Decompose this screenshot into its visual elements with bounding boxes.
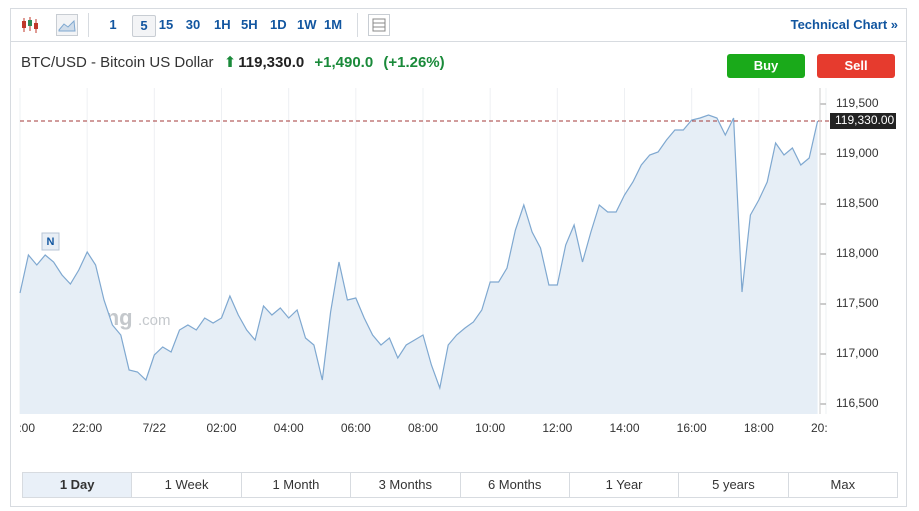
x-tick-label: 16:00 <box>677 421 707 435</box>
y-tick-label: 118,500 <box>836 196 879 210</box>
interval-button[interactable]: 1M <box>324 17 343 32</box>
reference-label-bg <box>830 113 896 129</box>
table-icon[interactable] <box>368 14 390 36</box>
interval-button[interactable]: 1D <box>270 17 287 32</box>
y-tick-label: 117,500 <box>836 296 879 310</box>
x-tick-label: 12:00 <box>542 421 572 435</box>
change: +1,490.0 <box>314 54 374 71</box>
sell-button[interactable]: Sell <box>817 54 895 78</box>
x-tick-label: 10:00 <box>475 421 505 435</box>
range-tab[interactable]: Max <box>787 473 897 497</box>
range-tab[interactable]: 6 Months <box>459 473 569 497</box>
range-tab[interactable]: 1 Week <box>131 473 240 497</box>
y-axis: 116,500 117,000 117,500 118,000 118,500 119,0… <box>819 88 879 414</box>
quote-header: BTC/USD - Bitcoin US Dollar ⬆ 119,330.0 +… <box>21 53 451 71</box>
interval-button[interactable]: 1W <box>297 17 317 32</box>
interval-button[interactable]: 1H <box>214 17 231 32</box>
range-tabs: 1 Day 1 Week 1 Month 3 Months 6 Months 1 Year… <box>22 472 898 498</box>
price: 119,330.0 <box>238 54 305 71</box>
price-line <box>19 114 819 391</box>
y-tick-label: 119,500 <box>836 96 879 110</box>
widget: 1 5 15 30 1H 5H 1D 1W 1M Technical Chart » BTC/U… <box>10 8 907 507</box>
interval-button[interactable]: 30 <box>185 17 201 32</box>
separator <box>88 13 89 37</box>
x-tick-label: 06:00 <box>341 421 371 435</box>
buy-button[interactable]: Buy <box>727 54 805 78</box>
x-axis: 20:00 22:00 7/22 02:00 04:00 06:00 08:00 10:00 1… <box>5 421 841 435</box>
interval-button[interactable]: 5 <box>132 15 156 37</box>
watermark-suffix: .com <box>138 312 171 329</box>
link-text: Technical Chart <box>790 17 888 32</box>
x-tick-label: 14:00 <box>609 421 639 435</box>
x-tick-label: 20:00 <box>811 421 841 435</box>
candles-icon[interactable] <box>19 14 41 36</box>
interval-button[interactable]: 5H <box>241 17 258 32</box>
range-tab[interactable]: 1 Month <box>240 473 350 497</box>
range-tab[interactable]: 1 Year <box>568 473 678 497</box>
x-tick-label: 22:00 <box>72 421 102 435</box>
y-tick-label: 117,000 <box>836 346 879 360</box>
interval-button[interactable]: 1 <box>109 17 117 32</box>
interval-button[interactable]: 15 <box>158 17 174 32</box>
up-arrow: ⬆ <box>223 54 237 71</box>
technical-chart-link[interactable]: Technical Chart » <box>790 17 898 32</box>
x-tick-label: 18:00 <box>744 421 774 435</box>
range-tab[interactable]: 5 years <box>678 473 787 497</box>
instrument-name: BTC/USD - Bitcoin US Dollar <box>21 54 214 71</box>
icon <box>372 18 386 32</box>
x-tick-label: 7/22 <box>143 421 167 435</box>
news-marker <box>41 232 60 251</box>
area-icon[interactable] <box>56 14 78 36</box>
range-tab[interactable]: 3 Months <box>350 473 459 497</box>
x-tick-label: 02:00 <box>206 421 236 435</box>
reference-label: 119,330.00 <box>835 113 894 127</box>
x-tick-label: 08:00 <box>408 421 438 435</box>
toolbar: 1 5 15 30 1H 5H 1D 1W 1M Technical Chart » <box>11 9 906 42</box>
icon <box>22 17 38 33</box>
area-fill <box>20 115 818 414</box>
range-tab[interactable]: 1 Day <box>23 473 132 497</box>
y-tick-label: 119,000 <box>836 146 879 160</box>
x-tick-label: 20:00 <box>5 421 35 435</box>
y-tick-label: 118,000 <box>836 246 879 260</box>
y-tick-label: 116,500 <box>836 396 879 410</box>
x-tick-label: 04:00 <box>274 421 304 435</box>
separator <box>357 13 358 37</box>
news-marker-label: N <box>47 236 55 248</box>
change-percent: (+1.26%) <box>383 54 445 71</box>
icon <box>58 19 76 32</box>
